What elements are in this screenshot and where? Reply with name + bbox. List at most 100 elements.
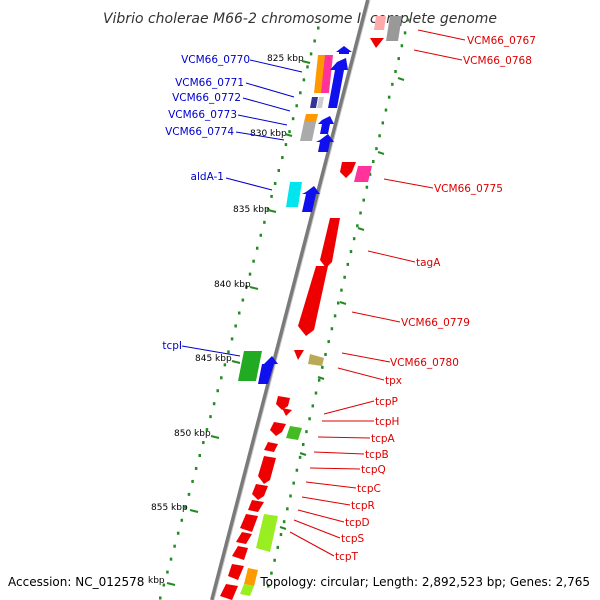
scale-dot (337, 301, 340, 305)
label-VCM66_0772[interactable]: VCM66_0772 (172, 92, 241, 104)
genes-reverse (220, 16, 402, 600)
gene-arrow-tcp-6[interactable] (220, 584, 238, 600)
gene-tcpQ[interactable] (264, 442, 278, 452)
gene-tagA[interactable] (320, 218, 340, 268)
scale-dot (191, 479, 194, 483)
gene-tcpA[interactable] (270, 422, 286, 436)
label-tpx[interactable]: tpx (385, 375, 402, 387)
gene-VCM66_0775[interactable] (354, 166, 372, 182)
label-tcpR[interactable]: tcpR (351, 500, 375, 512)
scale-dot (394, 69, 397, 73)
gene-tcpC[interactable] (258, 456, 276, 484)
label-tcpS[interactable]: tcpS (341, 533, 365, 545)
label-VCM66_0767[interactable]: VCM66_0767 (467, 35, 536, 47)
label-VCM66_0773[interactable]: VCM66_0773 (168, 109, 237, 121)
label-VCM66_0779[interactable]: VCM66_0779 (401, 317, 470, 329)
gene-VCM66_0774[interactable] (300, 122, 316, 141)
label-VCM66_0770[interactable]: VCM66_0770 (181, 54, 250, 66)
gene-tcpR[interactable] (252, 484, 268, 500)
gene-arrow-0774a[interactable] (318, 116, 334, 134)
scale-tick-855 (189, 509, 199, 513)
label-VCM66_0774[interactable]: VCM66_0774 (165, 126, 234, 138)
leader-tcpD (297, 509, 345, 523)
scale-dot (397, 57, 400, 61)
scale-dot (295, 468, 299, 472)
gene-arrow-tcp-5[interactable] (240, 584, 254, 596)
gene-arrow-tcp-4[interactable] (244, 568, 258, 586)
leader-tagA (367, 250, 416, 263)
gene-aldA-1[interactable] (286, 182, 302, 207)
gene-VCM66_0767[interactable] (374, 16, 386, 30)
scale-dot (220, 376, 223, 380)
gene-VCM66_0779[interactable] (298, 266, 328, 336)
gene-tcpI[interactable] (238, 351, 262, 381)
scale-dot (266, 207, 270, 211)
accession-text: Accession: NC_012578 (8, 575, 144, 589)
scale-dot (241, 298, 245, 302)
scale-ring-dots (159, 18, 410, 600)
label-VCM66_0768[interactable]: VCM66_0768 (463, 55, 532, 67)
label-tcpQ[interactable]: tcpQ (361, 464, 386, 476)
gene-tcpS[interactable] (240, 514, 258, 532)
scale-dot (184, 505, 187, 509)
leader-VCM66_0774 (235, 131, 285, 141)
gene-arrow-aldA[interactable] (302, 186, 320, 212)
gene-tcpT[interactable] (256, 514, 278, 552)
label-VCM66_0775[interactable]: VCM66_0775 (434, 183, 503, 195)
label-tcpC[interactable]: tcpC (357, 483, 381, 495)
gene-arrow-0771[interactable] (328, 58, 348, 108)
scale-dot (273, 181, 277, 185)
label-tcpP[interactable]: tcpP (375, 396, 398, 408)
chromosome-backbone (210, 0, 370, 600)
gene-arrow-0774b[interactable] (316, 134, 334, 152)
gene-VCM66_0768[interactable] (386, 16, 402, 41)
gene-tcpD[interactable] (248, 500, 264, 512)
scale-dot (306, 65, 309, 69)
label-tagA[interactable]: tagA (416, 257, 441, 269)
label-aldA-1[interactable]: aldA-1 (191, 171, 224, 183)
scale-dot (176, 531, 180, 535)
gene-arrow-0780[interactable] (294, 350, 304, 360)
gene-arrow-tcp-3[interactable] (228, 564, 244, 580)
label-tcpA[interactable]: tcpA (371, 433, 396, 445)
scale-dot (180, 518, 184, 522)
gene-tcpH[interactable] (282, 408, 292, 416)
scale-dot (299, 91, 302, 95)
scale-dot (352, 237, 356, 241)
gene-tcpP[interactable] (276, 396, 290, 410)
scale-dot (298, 455, 302, 459)
leader-VCM66_0772 (242, 97, 291, 112)
scale-dot (391, 82, 394, 86)
gene-arrow-tcpI[interactable] (258, 356, 278, 384)
gene-tcpB[interactable] (286, 426, 302, 440)
label-VCM66_0780[interactable]: VCM66_0780 (390, 357, 459, 369)
scale-dot (317, 378, 321, 382)
scale-dot (286, 507, 289, 511)
scale-dot (162, 583, 166, 587)
gene-arrow-tcp-2[interactable] (232, 546, 248, 560)
label-tcpT[interactable]: tcpT (335, 551, 359, 563)
scale-dot (372, 160, 375, 163)
scale-dot (407, 18, 410, 22)
gene-arrow-tcp-1[interactable] (236, 532, 252, 544)
gene-arrow-0768[interactable] (370, 38, 384, 48)
label-VCM66_0771[interactable]: VCM66_0771 (175, 77, 244, 89)
gene-VCM66_0780[interactable] (308, 354, 324, 366)
scale-dot (403, 31, 407, 35)
gene-arrow-0775a[interactable] (340, 162, 356, 178)
label-tcpI[interactable]: tcpI (162, 340, 182, 352)
gene-VCM66_0772[interactable] (317, 97, 324, 108)
gene-arrow-0769[interactable] (336, 46, 352, 54)
scale-dot (273, 558, 276, 562)
leader-VCM66_0779 (351, 311, 401, 323)
label-tcpH[interactable]: tcpH (375, 416, 399, 428)
genes-forward (238, 46, 352, 384)
scale-dot (330, 327, 334, 331)
gene-VCM66_0773[interactable] (304, 114, 318, 122)
gene-VCM66_0770-b[interactable] (321, 55, 333, 93)
gene-VCM66_0771[interactable] (310, 97, 318, 108)
label-tcpB[interactable]: tcpB (365, 449, 389, 461)
scale-dot (259, 233, 263, 237)
label-tcpD[interactable]: tcpD (345, 517, 370, 529)
scale-dot (313, 39, 316, 43)
